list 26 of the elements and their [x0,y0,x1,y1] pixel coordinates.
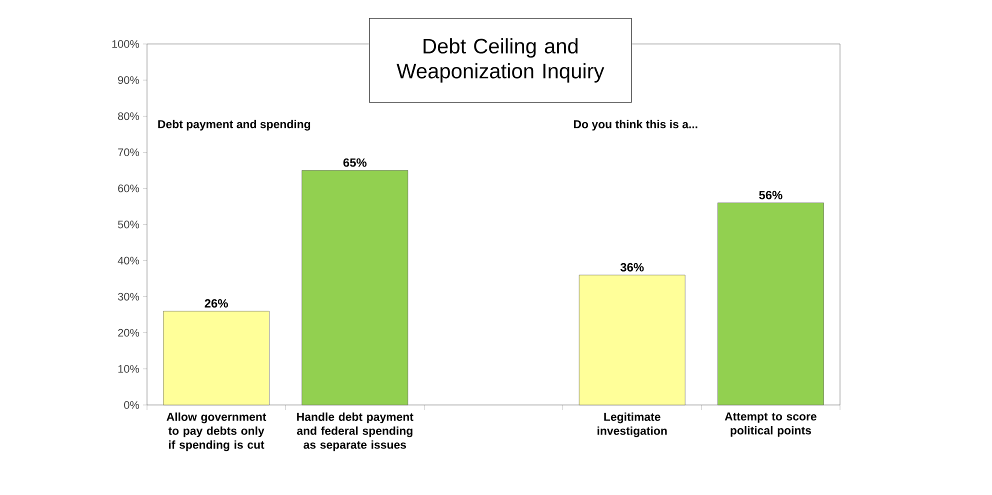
bar [163,310,270,406]
y-tick-label: 50% [118,220,140,228]
data-label: 36% [620,263,644,272]
y-tick-label: 40% [118,256,140,264]
y-tick-label: 60% [118,184,140,192]
bar [578,274,686,406]
y-tick-label: 70% [118,148,140,156]
y-tick-label: 10% [118,365,140,373]
x-tick-label: Legitimate investigation [598,412,667,438]
y-tick-label: 100% [112,40,140,48]
y-tick-label: 0% [124,401,140,409]
x-tick-label: Handle debt payment and federal spending as separate issues [296,412,414,452]
y-tick-label: 90% [118,76,140,84]
y-tick-label: 30% [118,292,140,301]
x-tick-label: Attempt to score political points [724,412,816,437]
annotation: Debt payment and spending [158,120,310,131]
data-label: 56% [759,190,782,200]
annotation: Do you think this is a... [574,120,698,131]
x-tick-label: Allow government to pay debts only if spending is cut [166,412,266,452]
y-tick-label: 80% [118,112,140,120]
data-label: 26% [204,299,228,308]
y-tick-label: 20% [118,328,140,337]
data-label: 65% [343,158,367,167]
bar [302,170,408,406]
chart-title: Debt Ceiling and Weaponization Inquiry [396,38,604,83]
bar [718,202,824,406]
